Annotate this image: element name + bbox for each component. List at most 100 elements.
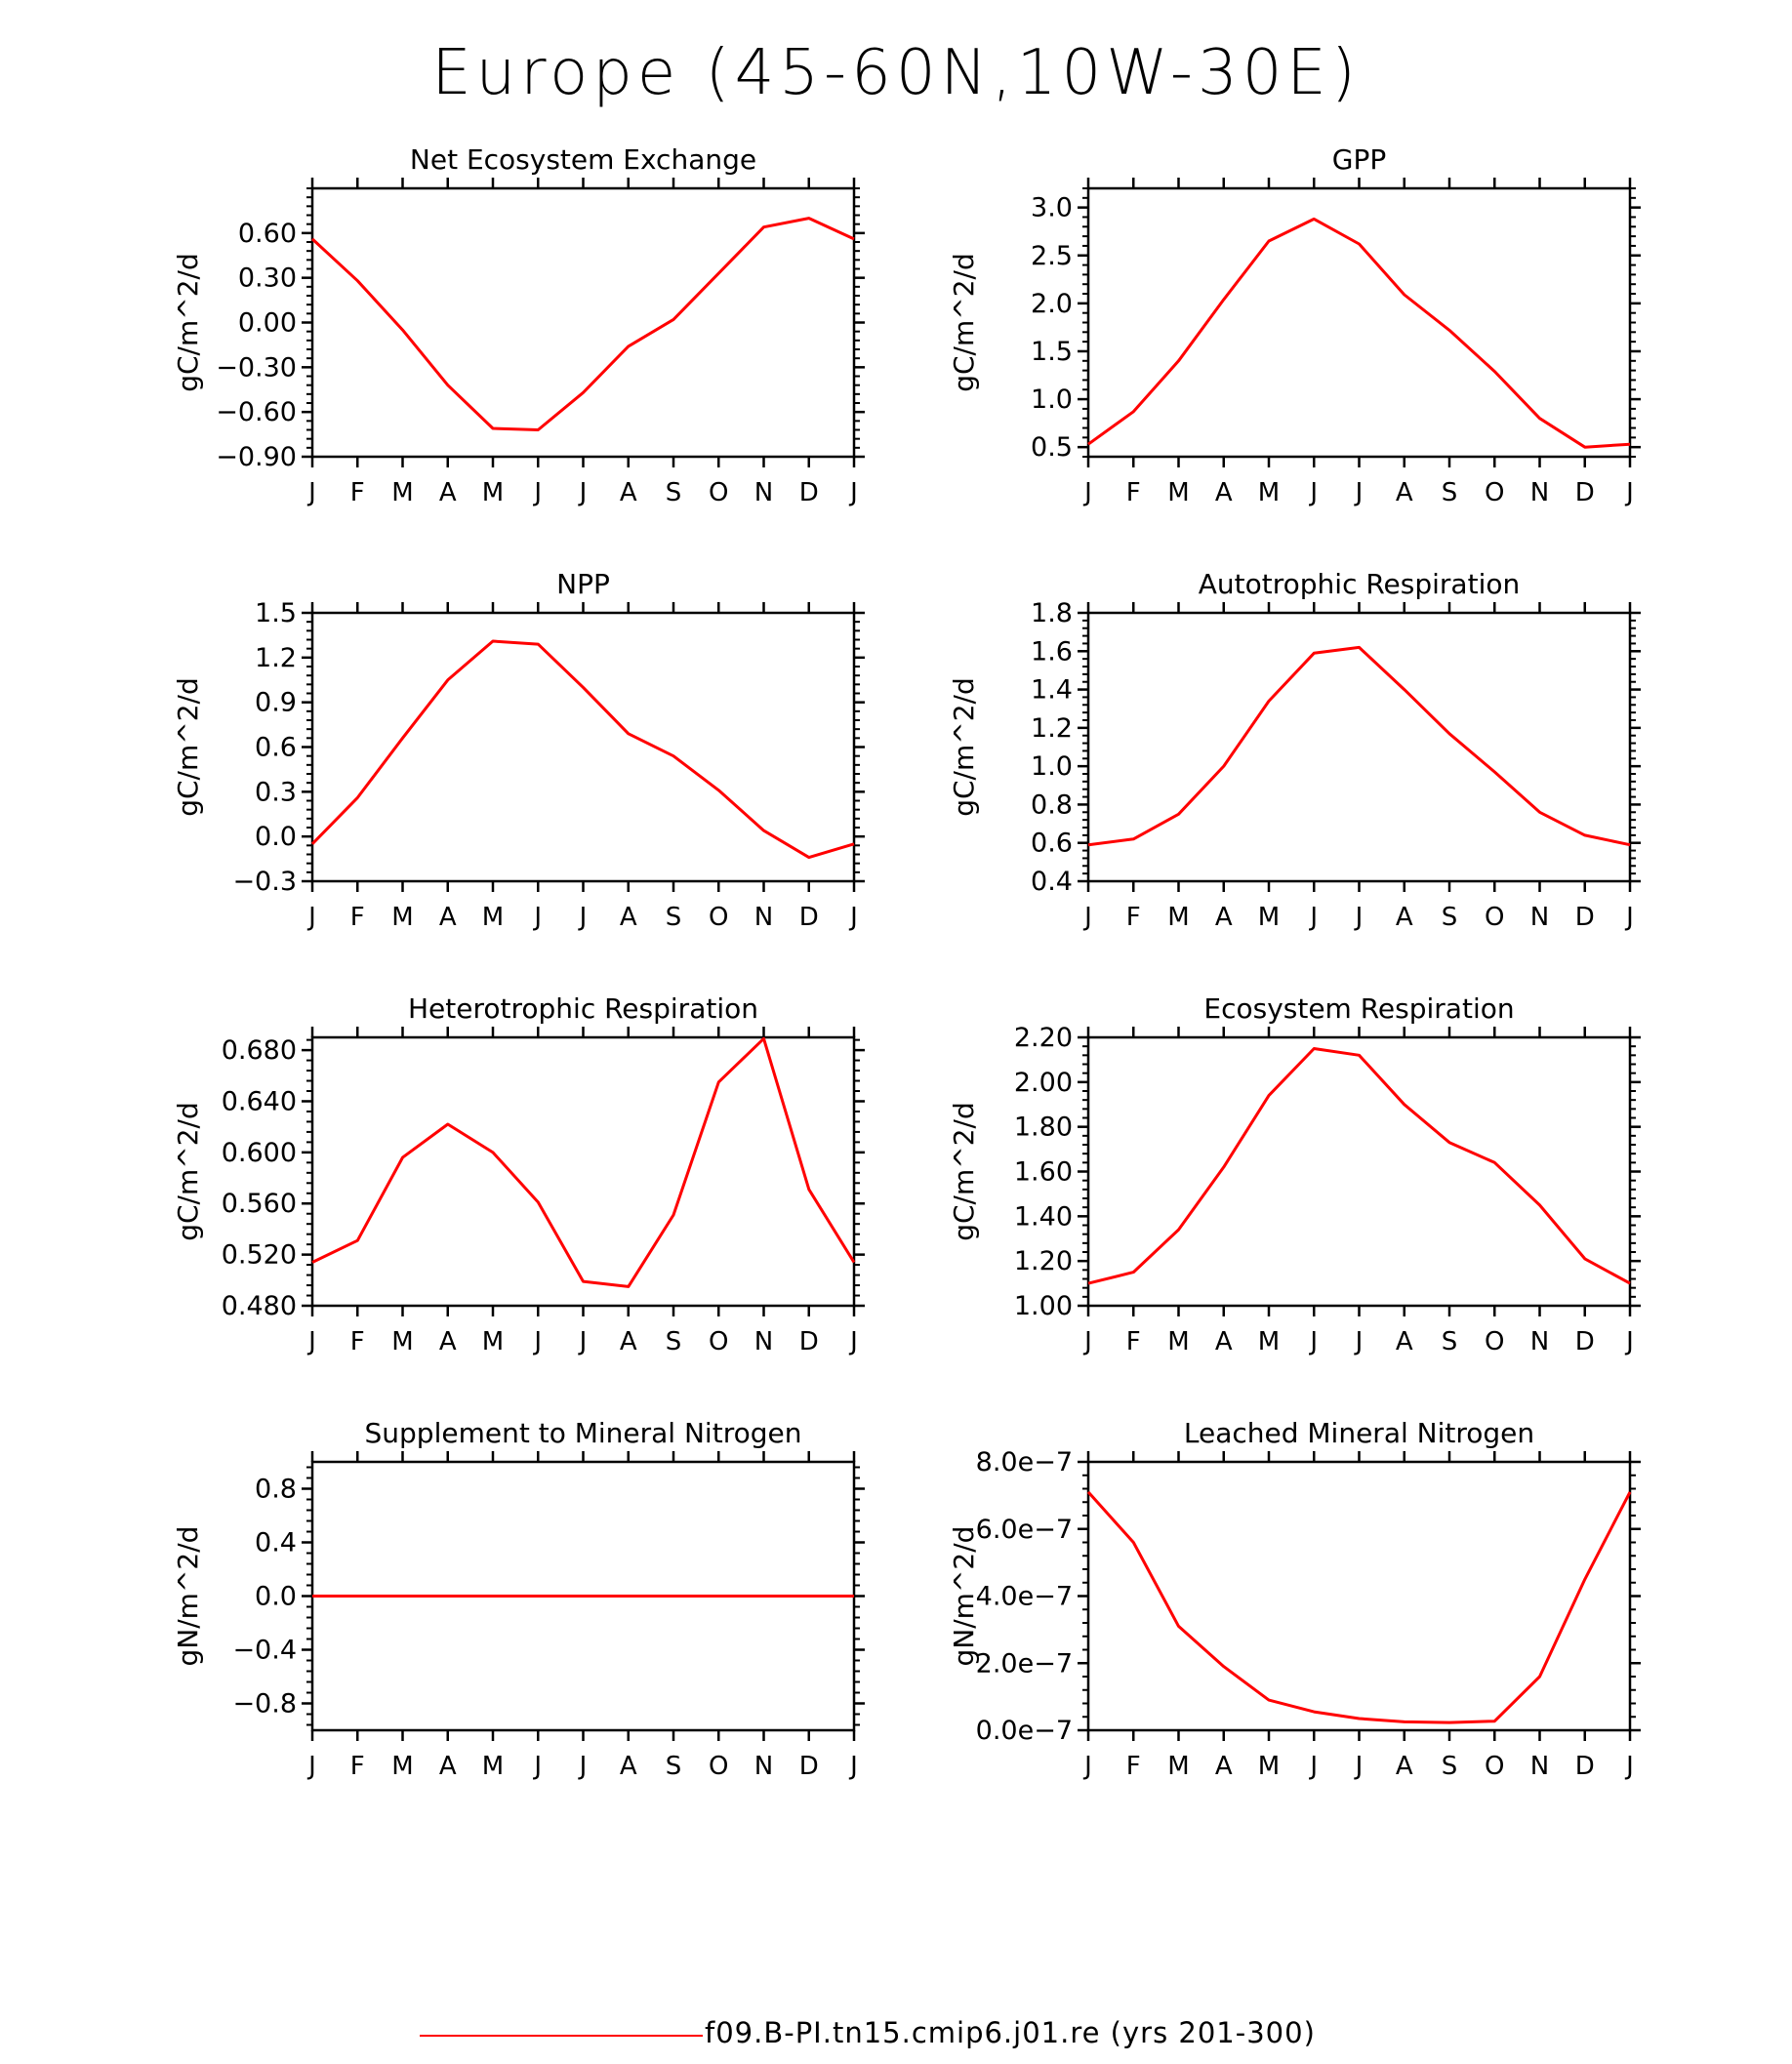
panel-7-x-tick-label: M [391,1752,413,1781]
panel-3-title: NPP [556,568,610,600]
panel-3-x-tick-label: J [532,903,542,932]
panel-3-y-tick-label: −0.3 [232,867,297,897]
panel-8-x-tick-label: D [1575,1752,1595,1781]
panel-5-x-tick-label: O [709,1327,728,1356]
panel-2-ylabel: gC/m^2/d [948,253,980,392]
panel-2-y-tick-label: 0.5 [1031,432,1073,463]
panel-4-x-tick-label: A [1396,903,1413,932]
panel-8-x-tick-label: J [1624,1752,1634,1781]
panel-3-y-tick-label: 0.3 [255,777,297,807]
panel-6-y-tick-label: 2.20 [1014,1023,1073,1053]
panel-4-x-tick-label: F [1126,903,1141,932]
panel-6-x-tick-label: M [1167,1327,1189,1356]
panel-3-x-tick-label: J [306,903,316,932]
panel-5-x-tick-label: D [799,1327,819,1356]
panel-5-series-line [311,1036,856,1288]
panel-4-x-tick-label: S [1442,903,1458,932]
panel-2-x-tick-label: A [1396,478,1413,507]
panel-6-ylabel: gC/m^2/d [948,1102,980,1241]
panel-8-x-tick-label: S [1442,1752,1458,1781]
panel-4-y-tick-label: 0.8 [1031,789,1073,820]
panel-1-y-tick-label: −0.60 [216,397,297,427]
panel-8-x-tick-label: A [1396,1752,1413,1781]
panel-4-ylabel: gC/m^2/d [948,677,980,817]
panel-3-x-tick-label: D [799,903,819,932]
panel-6-x-tick-label: A [1215,1327,1233,1356]
panel-1-x-tick-label: J [532,478,542,507]
panel-1-y-tick-label: 0.60 [238,219,297,249]
panel-5-y-tick-label: 0.560 [222,1189,297,1219]
panel-3-x-tick-label: A [620,903,637,932]
panel-3-y-tick-label: 1.2 [255,643,297,673]
panel-6-x-tick-label: S [1442,1327,1458,1356]
panel-7-x-tick-label: A [439,1752,457,1781]
panel-1-x-tick-label: O [709,478,728,507]
panel-6-x-tick-label: N [1530,1327,1549,1356]
panel-6-x-tick-label: A [1396,1327,1413,1356]
panel-3-y-tick-label: 0.6 [255,733,297,763]
panel-4-y-tick-label: 0.6 [1031,829,1073,859]
panel-4-x-tick-label: M [1258,903,1280,932]
panel-7-title: Supplement to Mineral Nitrogen [365,1417,802,1449]
panel-7-y-tick-label: 0.8 [255,1475,297,1505]
panel-6-x-tick-label: M [1258,1327,1280,1356]
panel-2-y-tick-label: 1.0 [1031,384,1073,415]
figure-title: Europe (45-60N,10W-30E) [431,37,1361,109]
panel-8-x-tick-label: A [1215,1752,1233,1781]
panel-4-x-tick-label: D [1575,903,1595,932]
panel-4-series-line [1087,645,1631,847]
panel-2-y-tick-label: 2.0 [1031,289,1073,319]
panel-1-title: Net Ecosystem Exchange [410,143,756,176]
panel-5-x-tick-label: N [754,1327,773,1356]
panel-5-y-tick-label: 0.680 [222,1035,297,1066]
panel-5-x-tick-label: A [620,1327,637,1356]
panel-1-x-tick-label: J [578,478,588,507]
panel-4-x-tick-label: J [1354,903,1364,932]
panel-7-y-tick-label: −0.8 [232,1689,297,1720]
legend-line [420,2035,703,2037]
panel-5-x-tick-label: M [482,1327,504,1356]
panel-5-y-tick-label: 0.600 [222,1138,297,1168]
panel-8-x-tick-label: F [1126,1752,1141,1781]
panel-8-x-tick-label: J [1308,1752,1318,1781]
panel-3-x-tick-label: S [666,903,682,932]
panel-1-x-tick-label: M [391,478,413,507]
panel-3-frame [310,611,856,883]
panel-6-x-tick-label: D [1575,1327,1595,1356]
panel-1-frame [310,186,856,459]
panel-5-y-tick-label: 0.520 [222,1240,297,1271]
panel-2-x-tick-label: M [1258,478,1280,507]
panel-5-ylabel: gC/m^2/d [172,1102,204,1241]
panel-3-x-tick-label: N [754,903,773,932]
panel-1-ylabel: gC/m^2/d [172,253,204,392]
panel-2-x-tick-label: J [1308,478,1318,507]
panel-7-x-tick-label: S [666,1752,682,1781]
panel-2-x-tick-label: N [1530,478,1549,507]
panel-3-ylabel: gC/m^2/d [172,677,204,817]
panel-8-x-tick-label: M [1167,1752,1189,1781]
panel-6-x-tick-label: J [1354,1327,1364,1356]
panel-2-title: GPP [1332,143,1386,176]
panel-6-title: Ecosystem Respiration [1203,992,1514,1025]
panel-8-title: Leached Mineral Nitrogen [1184,1417,1534,1449]
panel-3-x-tick-label: M [482,903,504,932]
panel-1-x-tick-label: F [350,478,365,507]
panel-3-y-tick-label: 0.9 [255,688,297,718]
panel-8-y-tick-label: 4.0e−7 [976,1582,1073,1612]
panel-5-x-tick-label: J [306,1327,316,1356]
panel-6-y-tick-label: 1.20 [1014,1246,1073,1276]
panel-8-x-tick-label: O [1485,1752,1504,1781]
panel-3-x-tick-label: A [439,903,457,932]
panel-3-x-tick-label: M [391,903,413,932]
panel-3-series-line [310,639,855,860]
panel-4-y-tick-label: 1.4 [1031,675,1073,706]
panel-4-y-tick-label: 0.4 [1031,867,1073,897]
panel-1-x-tick-label: M [482,478,504,507]
panel-3-y-tick-label: 1.5 [255,598,297,628]
panel-1-y-tick-label: −0.90 [216,442,297,472]
panel-8-x-tick-label: N [1530,1752,1549,1781]
panel-8-series-line [1086,1490,1632,1724]
panel-2-x-tick-label: D [1575,478,1595,507]
panel-5-y-tick-label: 0.480 [222,1291,297,1321]
